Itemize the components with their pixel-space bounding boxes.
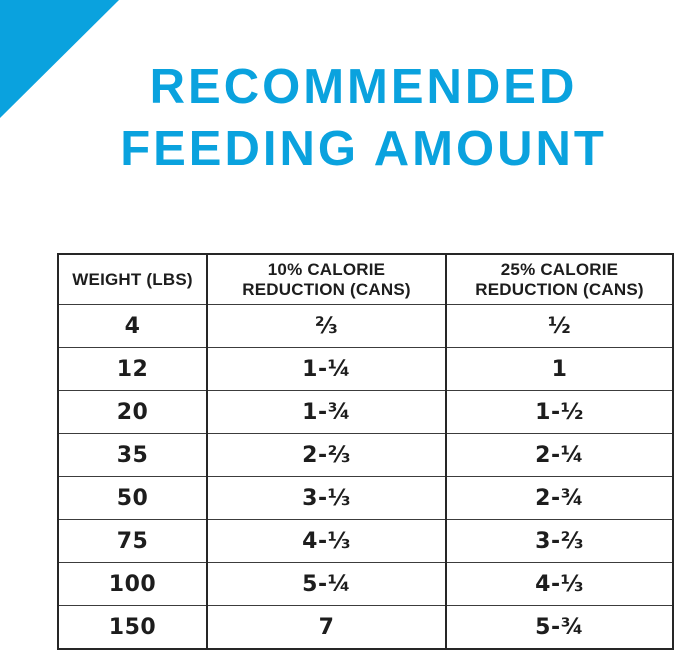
reduction-10-cell: 1-¼: [206, 347, 447, 391]
weight-cell: 150: [57, 605, 208, 650]
page-title: RECOMMENDED FEEDING AMOUNT: [0, 56, 679, 180]
reduction-10-cell: 5-¼: [206, 562, 447, 606]
weight-cell: 100: [57, 562, 208, 606]
col-header-weight: WEIGHT (LBS): [57, 253, 208, 305]
page-title-line2: FEEDING AMOUNT: [120, 122, 607, 176]
weight-cell: 75: [57, 519, 208, 563]
page-title-line1: RECOMMENDED: [149, 60, 578, 114]
reduction-25-cell: 1: [445, 347, 674, 391]
reduction-25-cell: 5-¾: [445, 605, 674, 650]
weight-cell: 20: [57, 390, 208, 434]
table-header-row: WEIGHT (LBS) 10% CALORIE REDUCTION (CANS…: [57, 253, 674, 305]
reduction-25-cell: 2-¼: [445, 433, 674, 477]
table-row: 35 2-⅔ 2-¼: [57, 433, 674, 477]
reduction-25-cell: 2-¾: [445, 476, 674, 520]
table-row: 20 1-¾ 1-½: [57, 390, 674, 434]
table-row: 100 5-¼ 4-⅓: [57, 562, 674, 606]
weight-cell: 12: [57, 347, 208, 391]
reduction-25-cell: 3-⅔: [445, 519, 674, 563]
weight-cell: 4: [57, 304, 208, 348]
reduction-25-cell: 4-⅓: [445, 562, 674, 606]
table-row: 150 7 5-¾: [57, 605, 674, 650]
reduction-10-cell: 1-¾: [206, 390, 447, 434]
table-row: 50 3-⅓ 2-¾: [57, 476, 674, 520]
table-row: 75 4-⅓ 3-⅔: [57, 519, 674, 563]
col-header-10-percent-reduction: 10% CALORIE REDUCTION (CANS): [206, 253, 447, 305]
reduction-10-cell: 3-⅓: [206, 476, 447, 520]
col-header-25-percent-reduction: 25% CALORIE REDUCTION (CANS): [445, 253, 674, 305]
weight-cell: 50: [57, 476, 208, 520]
table-row: 12 1-¼ 1: [57, 347, 674, 391]
reduction-10-cell: ⅔: [206, 304, 447, 348]
weight-cell: 35: [57, 433, 208, 477]
reduction-25-cell: 1-½: [445, 390, 674, 434]
reduction-10-cell: 2-⅔: [206, 433, 447, 477]
feeding-amount-table: WEIGHT (LBS) 10% CALORIE REDUCTION (CANS…: [57, 253, 674, 650]
reduction-10-cell: 4-⅓: [206, 519, 447, 563]
reduction-10-cell: 7: [206, 605, 447, 650]
table-row: 4 ⅔ ½: [57, 304, 674, 348]
reduction-25-cell: ½: [445, 304, 674, 348]
